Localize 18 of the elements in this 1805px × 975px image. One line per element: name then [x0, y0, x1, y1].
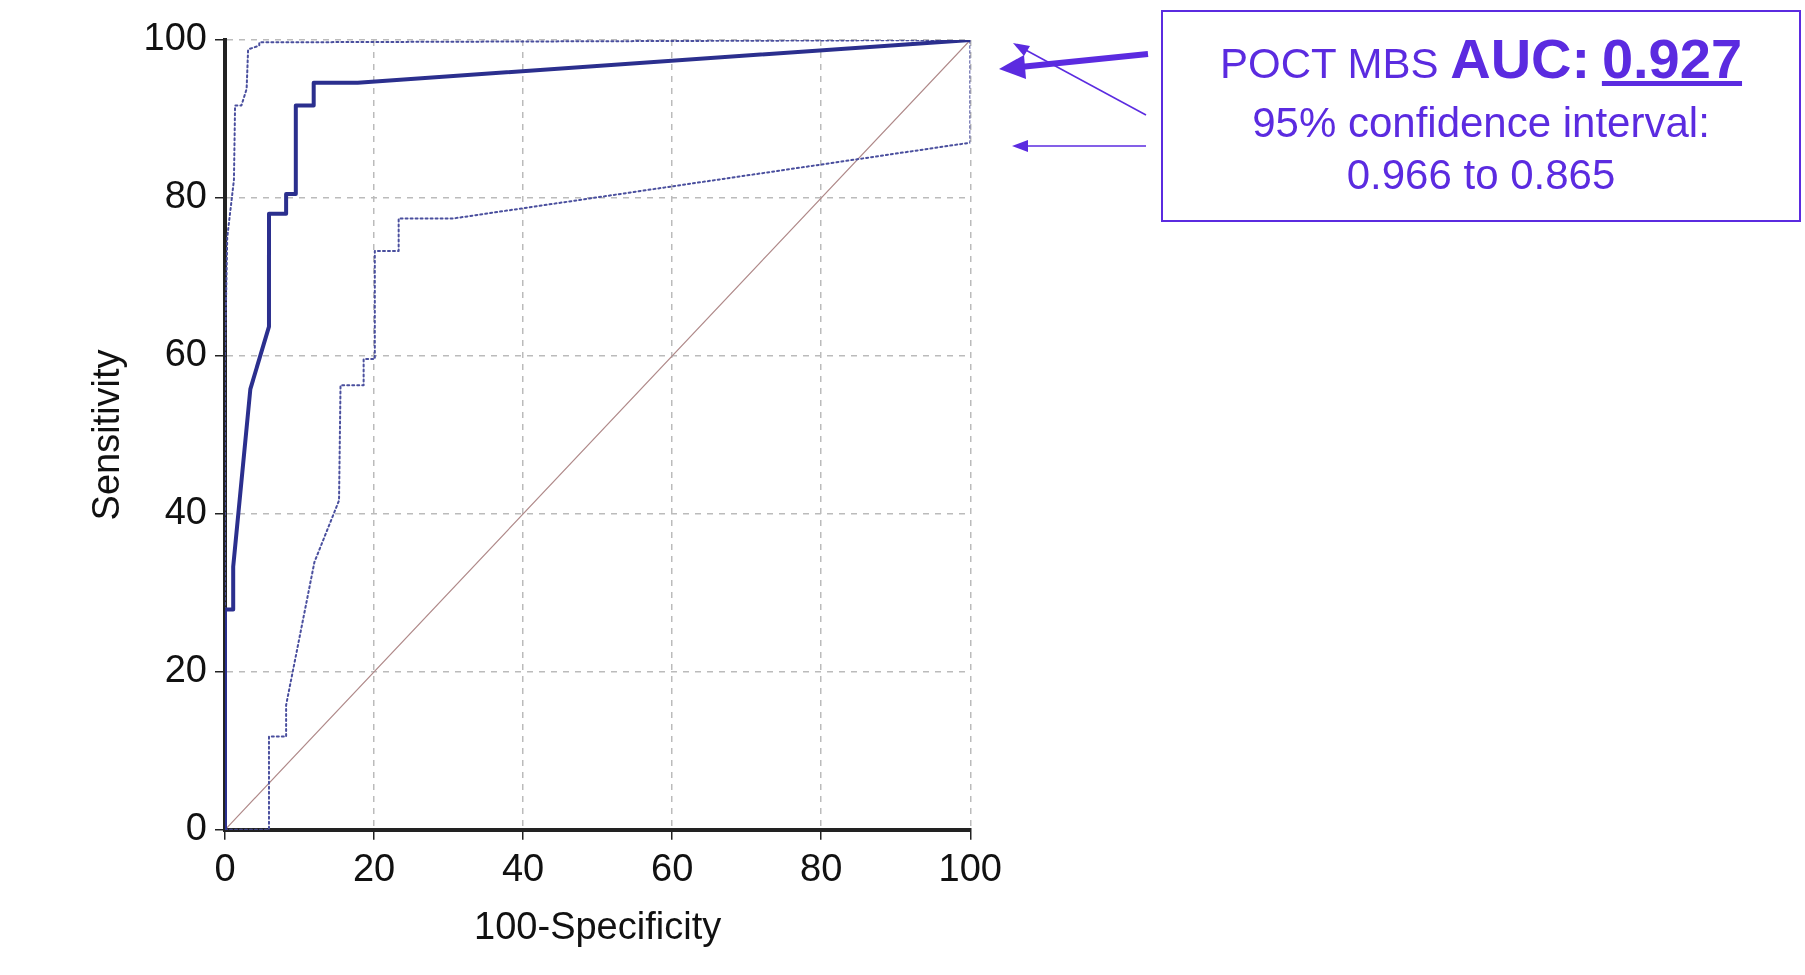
y-tick-label: 80 — [164, 174, 207, 217]
x-tick-label: 60 — [651, 847, 694, 890]
x-tick-label: 40 — [501, 847, 545, 890]
text: 0.927 — [1601, 27, 1743, 90]
y-tick-label: 20 — [164, 648, 207, 691]
x-tick-label: 80 — [800, 847, 843, 890]
y-tick-label: 60 — [164, 332, 207, 375]
y-tick-label: 0 — [185, 806, 207, 849]
x-tick-label: 0 — [214, 847, 236, 890]
y-tick-label: 100 — [143, 16, 207, 59]
x-tick-label: 20 — [352, 847, 396, 890]
y-tick-label: 40 — [164, 490, 207, 533]
x-tick-label: 100 — [938, 847, 1002, 890]
y-axis-title: Sensitivity — [85, 349, 128, 521]
text: AUC: — [1450, 27, 1591, 90]
text: 95% confidence interval: 0.966 to 0.865 — [1251, 98, 1711, 200]
text: POCT MBS — [1219, 40, 1439, 87]
x-axis-title: 100-Specificity — [474, 904, 722, 947]
